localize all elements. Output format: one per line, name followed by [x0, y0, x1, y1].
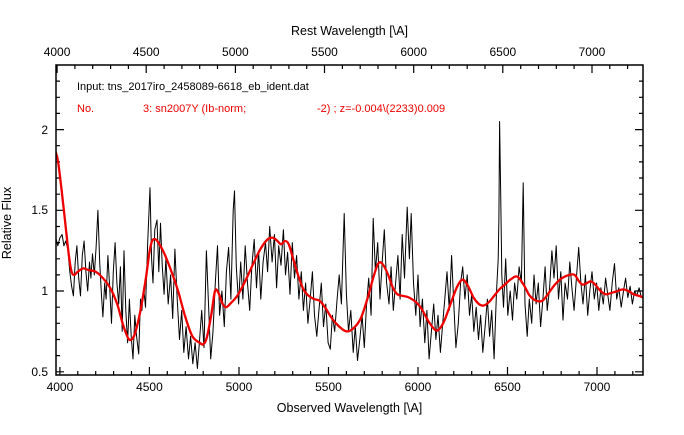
observed-spectrum-line — [56, 121, 643, 369]
observed-wavelength-axis-title: Observed Wavelength [\A] — [276, 401, 423, 415]
x-tick-label: 7000 — [583, 380, 611, 394]
y-tick-label: 1 — [41, 284, 48, 299]
plot-frame — [55, 64, 644, 376]
y-tick-label: 0.5 — [31, 364, 48, 379]
rest-tick-label: 7000 — [578, 45, 606, 59]
x-tick-label: 5500 — [315, 380, 342, 394]
x-tick-label: 6000 — [404, 380, 432, 394]
rest-tick-label: 5000 — [222, 45, 249, 59]
x-tick-label: 6500 — [494, 380, 521, 394]
rest-tick-label: 6000 — [400, 45, 428, 59]
rest-wavelength-axis-title: Rest Wavelength [\A] — [291, 24, 408, 38]
x-tick-label: 5000 — [225, 380, 253, 394]
x-tick-label: 4000 — [46, 380, 74, 394]
template-sn2007Y-line — [56, 151, 643, 346]
match-number-label: No. — [77, 103, 95, 115]
y-tick-label: 1.5 — [31, 203, 48, 218]
rest-tick-label: 4500 — [132, 45, 160, 59]
y-tick-label: 2 — [41, 122, 48, 137]
x-tick-label: 4500 — [136, 380, 163, 394]
match-redshift-label: -2) ; z=-0.004\(2233)0.009 — [317, 103, 446, 115]
rest-tick-label: 6500 — [489, 45, 517, 59]
relative-flux-axis-title: Relative Flux — [0, 186, 14, 260]
match-template-label: 3: sn2007Y (Ib-norm; — [143, 103, 247, 115]
rest-tick-label: 4000 — [43, 45, 71, 59]
input-filename-annotation: Input: tns_2017iro_2458089-6618_eb_ident… — [77, 81, 309, 93]
rest-tick-label: 5500 — [311, 45, 338, 59]
